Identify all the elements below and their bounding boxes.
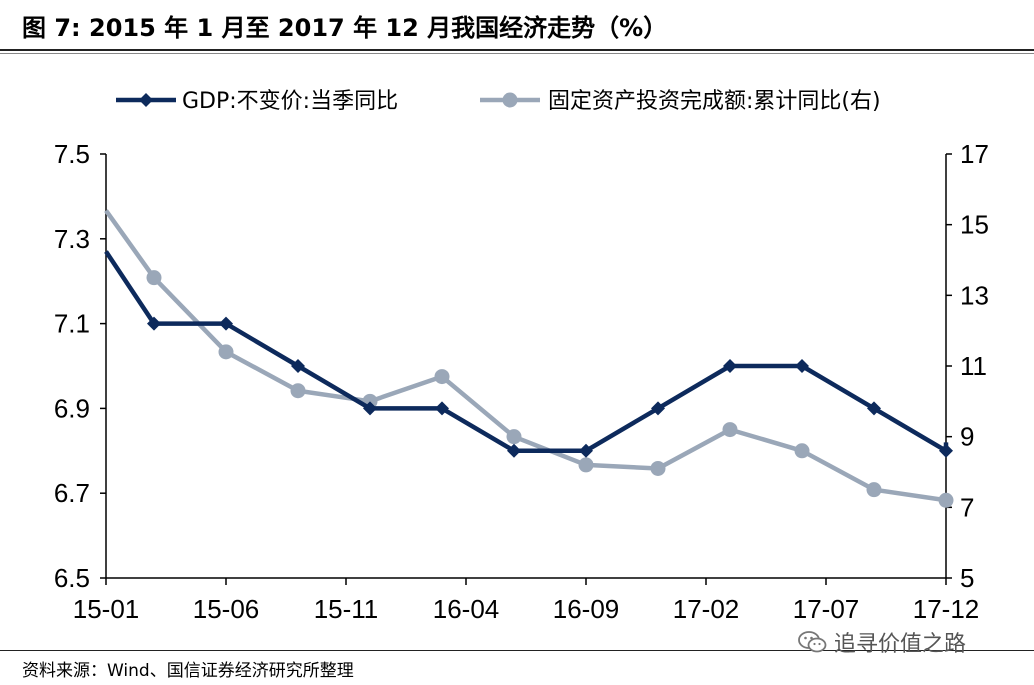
chart-area: GDP:不变价:当季同比 固定资产投资完成额:累计同比(右) 7.5 7.3 7.1 6…: [54, 89, 989, 624]
wechat-icon: [798, 631, 827, 653]
x-tick-label: 15-11: [314, 594, 379, 624]
data-point-gdp: [507, 443, 521, 458]
data-point-gdp: [435, 401, 449, 416]
data-point-investment: [938, 492, 954, 508]
y-right-tick-label: 9: [960, 422, 974, 452]
data-point-investment: [866, 482, 882, 498]
data-point-investment: [650, 460, 666, 476]
data-point-investment: [434, 369, 450, 385]
y-right-tick-label: 13: [960, 280, 989, 310]
legend-label-investment: 固定资产投资完成额:累计同比(右): [548, 89, 881, 114]
x-tick-label: 17-02: [673, 594, 740, 624]
y-right-tick-label: 5: [960, 563, 974, 593]
data-point-gdp: [147, 316, 161, 331]
y-left-tick-label: 7.1: [54, 309, 90, 339]
chart-title: 图 7: 2015 年 1 月至 2017 年 12 月我国经济走势（%）: [22, 14, 668, 42]
y-left-tick-label: 7.3: [54, 224, 90, 254]
source-note: 资料来源：Wind、国信证券经济研究所整理: [22, 661, 354, 681]
data-point-investment: [722, 422, 738, 438]
title-divider-thin: [0, 53, 1034, 54]
title-divider: [0, 49, 1034, 51]
y-left-tick-label: 6.5: [54, 563, 90, 593]
y-left-tick-label: 6.7: [54, 478, 90, 508]
x-tick-label: 15-01: [73, 594, 140, 624]
y-right-tick-label: 7: [960, 492, 974, 522]
data-point-gdp: [867, 401, 881, 416]
data-point-gdp: [219, 316, 233, 331]
data-point-investment: [578, 457, 594, 473]
y-left-tick-label: 6.9: [54, 393, 90, 423]
data-point-gdp: [579, 443, 593, 458]
x-tick-label: 17-07: [793, 594, 860, 624]
data-point-gdp: [939, 443, 953, 458]
y-right-tick-label: 11: [960, 351, 987, 381]
legend-marker-investment: [502, 92, 518, 108]
legend: GDP:不变价:当季同比 固定资产投资完成额:累计同比(右): [116, 89, 881, 114]
data-point-investment: [506, 429, 522, 445]
watermark-text: 追寻价值之路: [834, 632, 967, 657]
data-point-gdp: [291, 359, 305, 373]
legend-label-gdp: GDP:不变价:当季同比: [182, 89, 398, 114]
data-point-investment: [146, 270, 162, 286]
y-right-tick-label: 15: [960, 210, 989, 240]
axes: 7.5 7.3 7.1 6.9 6.7 6.5 17 15 13 11 9 7 5 15-01 15-06 1…: [54, 139, 989, 624]
x-tick-label: 17-12: [913, 594, 980, 624]
series-line-0: [104, 250, 949, 454]
data-point-investment: [218, 344, 234, 360]
footer-divider: [0, 650, 1034, 651]
x-tick-label: 16-04: [433, 594, 500, 624]
y-left-tick-label: 7.5: [54, 139, 90, 169]
y-right-tick-label: 17: [960, 139, 989, 169]
x-tick-label: 15-06: [193, 594, 260, 624]
data-point-gdp: [795, 359, 809, 373]
data-point-investment: [290, 383, 306, 399]
x-tick-label: 16-09: [553, 594, 620, 624]
watermark: 追寻价值之路: [798, 626, 966, 658]
data-point-gdp: [651, 401, 665, 416]
data-point-investment: [794, 443, 810, 459]
legend-marker-gdp: [139, 93, 153, 107]
series-layer: [104, 209, 954, 508]
data-point-gdp: [723, 359, 737, 373]
data-point-gdp: [363, 401, 377, 416]
